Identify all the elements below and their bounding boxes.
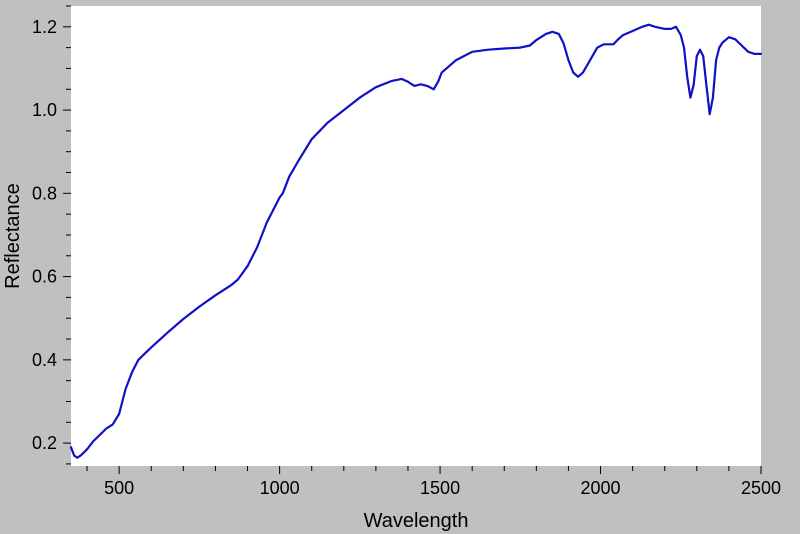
axis-ticks: 500 1000 1500 2000 2500 0.2 0.4 0.6 0.8 1.0 1.2 bbox=[32, 5, 781, 498]
x-tick-label: 1000 bbox=[260, 478, 300, 498]
x-tick-label: 2500 bbox=[741, 478, 781, 498]
y-axis-title: Reflectance bbox=[2, 183, 24, 289]
series-line-reflectance bbox=[69, 23, 763, 459]
y-tick-label: 1.0 bbox=[32, 100, 57, 120]
x-tick-label: 1500 bbox=[420, 478, 460, 498]
y-tick-label: 0.6 bbox=[32, 267, 57, 287]
x-axis-title: Wavelength bbox=[364, 510, 469, 532]
x-tick-label: 2000 bbox=[581, 478, 621, 498]
y-tick-label: 0.2 bbox=[32, 433, 57, 453]
y-tick-label: 0.8 bbox=[32, 183, 57, 203]
plot-area bbox=[71, 6, 761, 466]
y-tick-label: 1.2 bbox=[32, 17, 57, 37]
x-tick-label: 500 bbox=[104, 478, 134, 498]
y-tick-label: 0.4 bbox=[32, 350, 57, 370]
